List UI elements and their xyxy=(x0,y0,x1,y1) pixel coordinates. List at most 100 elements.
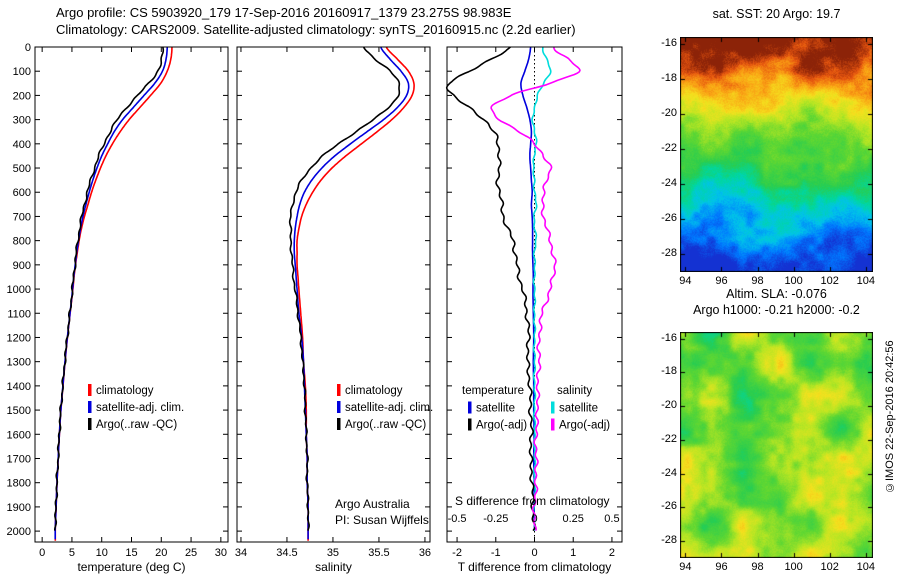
profile-line-s-diff-satellite xyxy=(531,47,552,531)
sla-heatmap xyxy=(680,332,873,558)
legend-marker xyxy=(88,384,92,396)
lat-tick-label: -26 xyxy=(661,212,677,225)
lon-tick-label: 104 xyxy=(856,561,875,573)
x-tick-label: 2 xyxy=(609,547,615,559)
s-diff-axis-label: S difference from climatology xyxy=(455,494,610,508)
salinity-profile-panel: 34 34.5 35 35.5 36 salinity climatology satelli… xyxy=(235,46,433,574)
x-tick-label: 30 xyxy=(215,547,227,559)
x-tick-label: -2 xyxy=(452,547,462,559)
legend-label: satellite xyxy=(559,403,598,415)
sla-map-title: Altim. SLA: -0.076 xyxy=(726,287,827,301)
lon-tick-label: 96 xyxy=(715,561,728,573)
x-tick-label: 35.5 xyxy=(368,547,389,559)
lon-tick-label: 100 xyxy=(784,561,803,573)
profile-line-argo-raw xyxy=(54,46,165,531)
lon-tick-label: 96 xyxy=(715,275,728,287)
depth-tick-label: 200 xyxy=(13,90,31,102)
temperature-profile-axes-box xyxy=(34,46,229,543)
depth-tick-label: 1000 xyxy=(7,284,31,296)
depth-tick-label: 300 xyxy=(13,115,31,127)
depth-tick-label: 1700 xyxy=(7,453,31,465)
legend-group-header: temperature xyxy=(462,385,524,397)
lat-tick-label: -24 xyxy=(661,466,677,479)
legend-label: Argo(-adj) xyxy=(476,420,527,432)
depth-tick-label: 600 xyxy=(13,187,31,199)
depth-tick-label: 400 xyxy=(13,139,31,151)
salinity-profile-axes-box xyxy=(236,46,431,543)
profile-line-t-diff-argo xyxy=(445,46,537,532)
legend-label: satellite-adj. clim. xyxy=(96,402,184,414)
copyright-stamp: ©IMOS 22-Sep-2016 20:42:56 xyxy=(884,340,896,493)
x-tick-label: 15 xyxy=(125,547,137,559)
legend-marker xyxy=(468,418,472,431)
legend-label: satellite xyxy=(476,403,515,415)
depth-tick-label: 0 xyxy=(25,42,31,54)
legend-marker xyxy=(551,418,555,431)
depth-tick-label: 900 xyxy=(13,260,31,272)
x-tick-label: 5 xyxy=(69,547,75,559)
temperature-profile-xlabel: temperature (deg C) xyxy=(77,560,185,574)
salinity-profile-xlabel: salinity xyxy=(315,560,352,574)
lon-tick-label: 102 xyxy=(820,275,839,287)
x-tick-label: 34 xyxy=(235,547,247,559)
lon-tick-label: 94 xyxy=(679,561,692,573)
temperature-profile-panel: 0 5 10 15 20 25 300100200300400500600700800900… xyxy=(7,42,229,574)
lat-tick-label: -24 xyxy=(661,177,677,190)
sla-map-panel: 94 96 98 100 102 104 -16 -18 -20 -22 -24 -26 -28 xyxy=(661,332,875,573)
lat-tick-label: -28 xyxy=(661,534,677,547)
depth-tick-label: 1800 xyxy=(7,478,31,490)
panel-annotation: Argo Australia xyxy=(335,497,410,511)
depth-tick-label: 1300 xyxy=(7,357,31,369)
depth-tick-label: 1600 xyxy=(7,429,31,441)
panel-annotation: PI: Susan Wijffels xyxy=(335,513,429,527)
legend-marker xyxy=(551,401,555,414)
legend-marker xyxy=(337,401,341,413)
profile-line-argo-raw xyxy=(288,46,401,531)
lat-tick-label: -20 xyxy=(661,107,677,120)
lat-tick-label: -26 xyxy=(661,500,677,513)
depth-tick-label: 1200 xyxy=(7,332,31,344)
depth-tick-label: 1100 xyxy=(7,308,31,320)
difference-profile-panel: -2 -1 0 1 2T difference from climatology temp… xyxy=(445,46,623,574)
depth-tick-label: 2000 xyxy=(7,526,31,538)
s-diff-tick-label: 0 xyxy=(531,513,537,525)
profile-line-s-diff-argo xyxy=(490,46,581,531)
legend-marker xyxy=(337,418,341,430)
profile-line-climatology xyxy=(296,46,415,541)
legend-label: satellite-adj. clim. xyxy=(345,402,433,414)
figure-title-line-2: Climatology: CARS2009. Satellite-adjuste… xyxy=(56,22,576,37)
lat-tick-label: -16 xyxy=(661,37,677,49)
s-diff-tick-label: 0.25 xyxy=(563,513,584,525)
depth-tick-label: 800 xyxy=(13,236,31,248)
legend-group-header: salinity xyxy=(557,385,592,397)
lon-tick-label: 98 xyxy=(751,275,764,287)
lat-tick-label: -20 xyxy=(661,399,677,412)
lon-tick-label: 104 xyxy=(856,275,875,287)
x-tick-label: 36 xyxy=(419,547,431,559)
lat-tick-label: -16 xyxy=(661,331,677,344)
legend-label: Argo(..raw -QC) xyxy=(96,419,177,431)
lon-tick-label: 100 xyxy=(784,275,803,287)
depth-tick-label: 1400 xyxy=(7,381,31,393)
lon-tick-label: 98 xyxy=(751,561,764,573)
s-diff-tick-label: -0.5 xyxy=(448,513,467,525)
figure-title-line-1: Argo profile: CS 5903920_179 17-Sep-2016… xyxy=(56,5,512,20)
x-tick-label: -1 xyxy=(491,547,501,559)
x-tick-label: 1 xyxy=(570,547,576,559)
s-diff-tick-label: 0.5 xyxy=(604,513,619,525)
depth-tick-label: 100 xyxy=(13,66,31,78)
depth-tick-label: 1900 xyxy=(7,502,31,514)
lat-tick-label: -28 xyxy=(661,247,677,260)
x-tick-label: 25 xyxy=(185,547,197,559)
legend-marker xyxy=(88,401,92,413)
legend-marker xyxy=(337,384,341,396)
x-tick-label: 35 xyxy=(327,547,339,559)
difference-profile-xlabel: T difference from climatology xyxy=(458,560,612,574)
depth-tick-label: 1500 xyxy=(7,405,31,417)
legend-marker xyxy=(468,401,472,414)
depth-tick-label: 700 xyxy=(13,211,31,223)
lat-tick-label: -22 xyxy=(661,432,677,445)
x-tick-label: 0 xyxy=(39,547,45,559)
sst-map-title: sat. SST: 20 Argo: 19.7 xyxy=(712,7,841,21)
